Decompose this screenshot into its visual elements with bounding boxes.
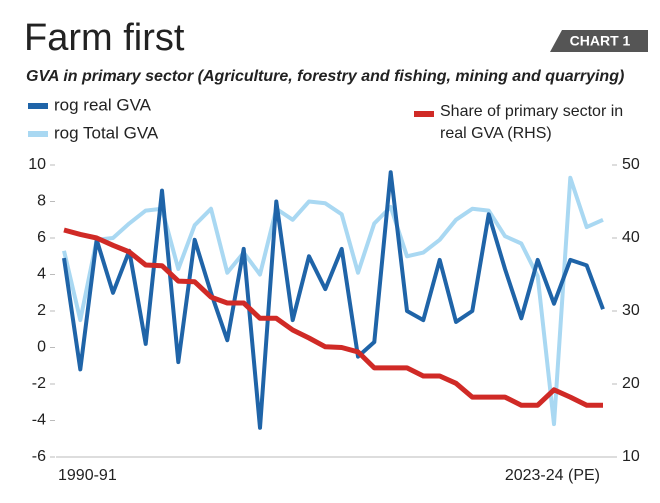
chart-title: Farm first xyxy=(24,17,185,59)
y-tick-label: 2 xyxy=(37,302,46,319)
y2-tick-label: 50 xyxy=(622,156,640,173)
legend-label: rog Total GVA xyxy=(54,123,159,142)
x-tick-label: 1990-91 xyxy=(58,467,117,484)
y-tick-label: -6 xyxy=(32,448,46,465)
y-tick-label: 6 xyxy=(37,229,46,246)
y-tick-label: 10 xyxy=(28,156,46,173)
x-tick-label: 2023-24 (PE) xyxy=(505,467,600,484)
y2-tick-label: 40 xyxy=(622,229,640,246)
legend-right: Share of primary sector in real GVA (RHS… xyxy=(440,101,625,145)
subtitle: GVA in primary sector (Agriculture, fore… xyxy=(26,68,624,85)
y2-tick-label: 20 xyxy=(622,375,640,392)
y2-tick-label: 10 xyxy=(622,448,640,465)
series-line xyxy=(63,227,603,408)
badge-bg xyxy=(550,30,648,52)
legend-label: rog real GVA xyxy=(54,95,152,114)
series-line xyxy=(62,175,604,427)
y-tick-label: -2 xyxy=(32,375,46,392)
y-tick-label: 8 xyxy=(37,193,46,210)
y2-tick-label: 30 xyxy=(622,302,640,319)
legend-label: Share of primary sector in real GVA (RHS… xyxy=(440,103,624,142)
y-tick-label: -4 xyxy=(32,412,46,429)
y-tick-label: 0 xyxy=(37,339,46,356)
y-tick-label: 4 xyxy=(37,266,46,283)
badge: CHART 1 xyxy=(570,33,631,49)
